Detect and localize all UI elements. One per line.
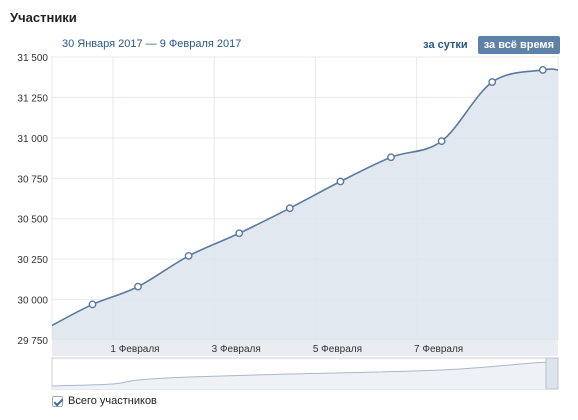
x-tick-label: 5 Февраля xyxy=(313,344,362,355)
date-range[interactable]: 30 Января 2017 — 9 Февраля 2017 xyxy=(62,38,242,50)
data-point xyxy=(134,282,142,291)
data-point xyxy=(437,137,446,145)
y-tick-label: 31 500 xyxy=(17,53,48,64)
data-point xyxy=(336,177,345,186)
y-tick-label: 30 750 xyxy=(17,174,48,185)
data-point xyxy=(488,78,497,86)
data-point xyxy=(184,252,193,260)
x-tick-label: 1 Февраля xyxy=(110,344,159,355)
series-area xyxy=(52,69,558,340)
y-tick-label: 30 250 xyxy=(17,255,48,266)
data-point xyxy=(88,300,97,309)
legend-checkbox[interactable] xyxy=(52,395,63,407)
data-point xyxy=(285,204,294,213)
y-tick-label: 31 250 xyxy=(17,93,48,104)
x-tick-label: 3 Февраля xyxy=(212,344,261,355)
x-axis-strip xyxy=(52,340,558,356)
y-tick-label: 30 000 xyxy=(17,296,48,307)
data-point xyxy=(387,153,395,162)
x-tick-label: 7 Февраля xyxy=(414,344,463,355)
toggle-daily-button[interactable]: за сутки xyxy=(423,39,468,51)
navigator-line xyxy=(51,361,559,387)
legend[interactable]: Всего участников xyxy=(52,395,157,407)
page-title: Участники xyxy=(10,10,77,25)
y-tick-label: 29 750 xyxy=(17,336,48,347)
data-point xyxy=(538,66,547,74)
data-point xyxy=(235,229,244,238)
period-toggle: за сутки за всё время xyxy=(417,36,560,54)
y-tick-label: 31 000 xyxy=(17,134,48,145)
y-tick-label: 30 500 xyxy=(17,215,48,226)
navigator-handle xyxy=(545,357,559,390)
toggle-all-time-button[interactable]: за всё время xyxy=(477,36,560,54)
navigator-area xyxy=(52,362,558,389)
legend-label: Всего участников xyxy=(68,395,157,407)
